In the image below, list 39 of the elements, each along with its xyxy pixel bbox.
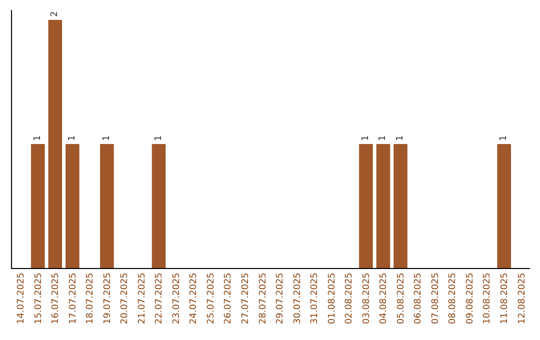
x-tick-label: 01.08.2025 xyxy=(327,272,338,324)
data-label: 2 xyxy=(50,11,60,17)
x-tick-label: 08.08.2025 xyxy=(448,272,458,324)
x-tick-label: 17.07.2025 xyxy=(68,272,78,324)
x-tick-label: 16.07.2025 xyxy=(51,272,62,324)
x-tick-label: 10.08.2025 xyxy=(482,272,493,324)
x-tick-label: 07.08.2025 xyxy=(430,272,441,324)
data-label: 1 xyxy=(154,135,164,141)
data-label: 1 xyxy=(32,135,43,141)
data-label: 1 xyxy=(102,135,112,141)
x-tick-label: 27.07.2025 xyxy=(241,272,252,324)
x-tick-label: 11.08.2025 xyxy=(500,272,510,324)
x-tick-label: 28.07.2025 xyxy=(258,272,268,324)
x-tick-label: 31.07.2025 xyxy=(310,272,320,324)
x-tick-label: 20.07.2025 xyxy=(120,272,130,324)
data-label: 1 xyxy=(499,135,510,141)
x-tick-label: 22.07.2025 xyxy=(154,272,165,324)
x-tick-label: 06.08.2025 xyxy=(414,272,424,324)
x-tick-label: 21.07.2025 xyxy=(137,272,148,324)
x-tick-label: 05.08.2025 xyxy=(396,272,406,324)
x-tick-label: 24.07.2025 xyxy=(189,272,200,324)
x-tick-label: 15.07.2025 xyxy=(34,272,44,324)
data-label: 1 xyxy=(67,135,78,141)
x-tick-label: 23.07.2025 xyxy=(172,272,182,324)
x-tick-label: 09.08.2025 xyxy=(465,272,476,324)
x-tick-label: 25.07.2025 xyxy=(206,272,216,324)
x-tick-label: 30.07.2025 xyxy=(292,272,303,324)
x-tick-label: 02.08.2025 xyxy=(344,272,355,324)
x-tick-label: 04.08.2025 xyxy=(379,272,390,324)
x-tick-label: 18.07.2025 xyxy=(86,272,96,324)
x-tick-label: 26.07.2025 xyxy=(224,272,234,324)
data-label: 1 xyxy=(360,135,371,141)
data-label: 1 xyxy=(378,135,388,141)
x-tick-label: 29.07.2025 xyxy=(276,272,286,324)
x-tick-label: 14.07.2025 xyxy=(16,272,27,324)
x-tick-label: 12.08.2025 xyxy=(517,272,528,324)
x-tick-label: 03.08.2025 xyxy=(362,272,372,324)
x-tick-label: 19.07.2025 xyxy=(102,272,113,324)
data-label: 1 xyxy=(396,135,406,141)
